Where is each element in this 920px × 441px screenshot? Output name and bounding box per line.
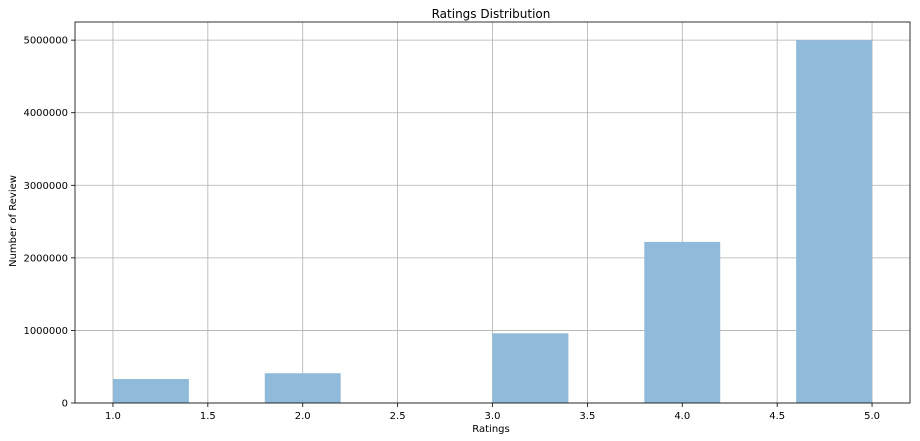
x-tick-label: 1.0 <box>105 411 121 422</box>
x-tick-label: 2.0 <box>295 411 311 422</box>
x-axis-title: Ratings <box>472 424 509 435</box>
y-tick-label: 2000000 <box>23 253 68 264</box>
histogram-bar <box>264 373 341 403</box>
x-tick-label: 1.5 <box>200 411 216 422</box>
histogram-bar <box>112 379 189 403</box>
y-tick-label: 1000000 <box>23 326 68 337</box>
histogram-bar <box>796 40 873 404</box>
axis-ticks: 1.0 1.5 2.0 2.5 3.0 3.5 4.0 4.5 5.0 0 1000000 20000… <box>23 36 880 422</box>
y-tick-label: 3000000 <box>23 181 68 192</box>
x-tick-label: 4.0 <box>674 411 690 422</box>
histogram-bar <box>644 241 721 403</box>
y-axis-title: Number of Review <box>8 175 19 267</box>
histogram-bar <box>492 333 569 403</box>
x-tick-label: 3.0 <box>485 411 501 422</box>
y-tick-label: 5000000 <box>23 36 68 47</box>
x-tick-label: 2.5 <box>390 411 406 422</box>
chart-title: Ratings Distribution <box>432 7 551 21</box>
y-tick-label: 0 <box>62 399 68 410</box>
x-tick-label: 4.5 <box>769 411 785 422</box>
histogram-bars <box>112 40 873 404</box>
x-tick-label: 3.5 <box>579 411 595 422</box>
y-tick-label: 4000000 <box>23 108 68 119</box>
x-tick-label: 5.0 <box>864 411 880 422</box>
